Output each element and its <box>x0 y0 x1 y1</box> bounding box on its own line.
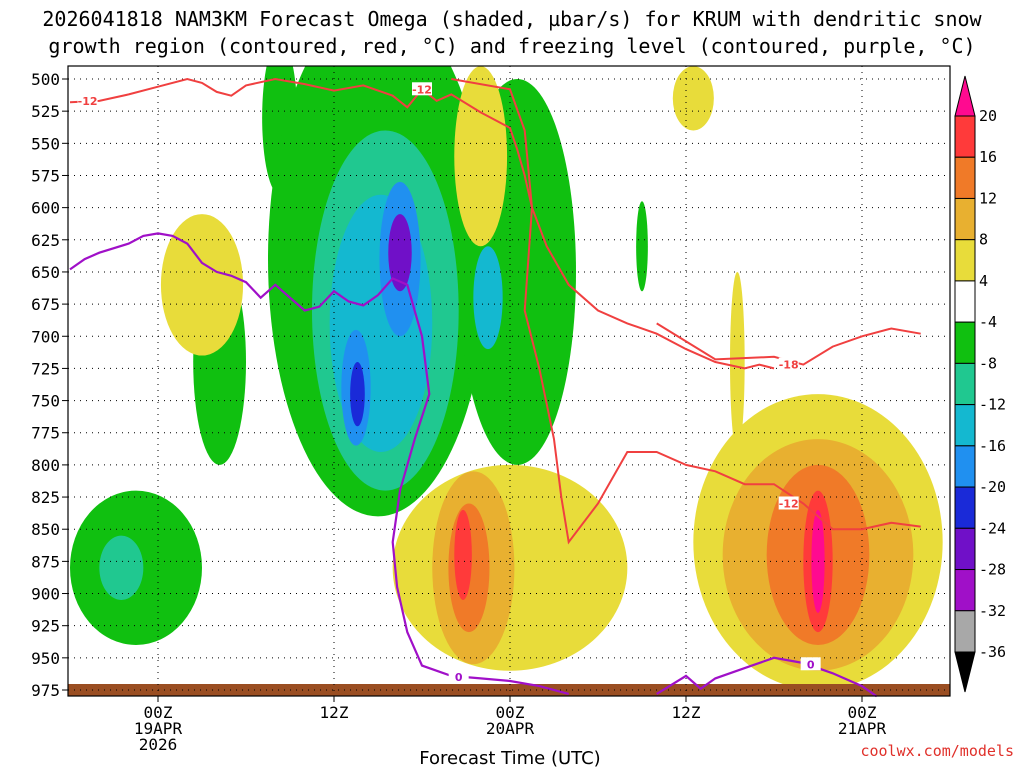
y-tick-label: 575 <box>31 166 60 185</box>
colorbar-label: 12 <box>979 189 997 207</box>
y-tick-label: 750 <box>31 392 60 411</box>
x-tick-label: 19APR <box>134 719 183 738</box>
colorbar-label: -28 <box>979 561 1006 579</box>
label-dgz-minus12-right: -12 <box>779 497 799 510</box>
label-dgz-minus12-left: -12 <box>78 95 98 108</box>
label-dgz-minus12-top-bg <box>412 82 432 96</box>
dgz-minus12-upper-contour <box>69 77 775 370</box>
omega-indigo-core-upper <box>388 214 412 292</box>
label-freezing-0-center-bg <box>448 670 469 684</box>
colorbar-segment <box>954 75 976 117</box>
colorbar-label: -16 <box>979 437 1006 455</box>
terrain-surface <box>68 684 950 696</box>
colorbar-segment <box>954 321 976 364</box>
label-dgz-minus12-right-bg <box>778 496 799 510</box>
colorbar-label: -12 <box>979 396 1006 414</box>
colorbar-label: 20 <box>979 107 997 125</box>
y-tick-label: 925 <box>31 617 60 636</box>
y-tick-label: 500 <box>31 70 60 89</box>
omega-cyan-mid-right <box>473 246 503 350</box>
colorbar-label: 4 <box>979 272 988 290</box>
colorbar-label: -36 <box>979 643 1006 661</box>
colorbar-segment <box>954 156 976 199</box>
x-tick-label: 12Z <box>672 703 701 722</box>
x-tick-label: 00Z <box>848 703 877 722</box>
chart-title-line-1: 2026041818 NAM3KM Forecast Omega (shaded… <box>42 7 982 31</box>
x-axis-title: Forecast Time (UTC) <box>419 748 600 768</box>
freezing-level-contour <box>69 232 569 695</box>
y-tick-label: 650 <box>31 263 60 282</box>
y-tick-label: 625 <box>31 231 60 250</box>
y-tick-label: 975 <box>31 681 60 700</box>
colorbar-segment <box>954 197 976 241</box>
x-tick-label: 00Z <box>496 703 525 722</box>
label-freezing-0-right-bg <box>800 657 821 671</box>
colorbar-segment <box>954 486 976 529</box>
x-tick-label: 20APR <box>486 719 535 738</box>
colorbar-label: -4 <box>979 313 997 331</box>
chart-title-line-2: growth region (contoured, red, °C) and f… <box>48 34 975 58</box>
label-dgz-minus12-top: -12 <box>412 83 432 96</box>
y-tick-label: 875 <box>31 552 60 571</box>
y-tick-label: 675 <box>31 295 60 314</box>
colorbar-segment <box>954 280 976 323</box>
y-tick-label: 700 <box>31 327 60 346</box>
x-tick-label: 00Z <box>144 703 173 722</box>
colorbar-label: 16 <box>979 148 997 166</box>
omega-yellow-top-right <box>672 66 714 131</box>
x-tick-label: 2026 <box>139 735 178 754</box>
colorbar-segment <box>954 651 976 693</box>
label-dgz-minus12-left-bg <box>77 93 98 107</box>
omega-dblue-core-lower <box>350 361 365 427</box>
y-tick-label: 525 <box>31 102 60 121</box>
omega-yellow-right-streak <box>730 271 745 453</box>
omega-red-lower-center <box>454 509 472 600</box>
omega-yellow-upper-left <box>160 214 244 356</box>
omega-green-small-top-right <box>636 201 648 292</box>
colorbar-segment <box>954 445 976 488</box>
colorbar-label: -32 <box>979 602 1006 620</box>
y-tick-label: 800 <box>31 456 60 475</box>
colorbar-label: -8 <box>979 354 997 372</box>
colorbar-segment <box>954 527 976 571</box>
dgz-minus12-lower-contour <box>451 78 921 545</box>
colorbar-segment <box>954 569 976 612</box>
plot-frame <box>67 65 951 697</box>
x-tick-label: 12Z <box>320 703 349 722</box>
label-dgz-minus18-bg <box>778 357 799 371</box>
label-dgz-minus18: -18 <box>779 359 799 372</box>
y-tick-label: 550 <box>31 134 60 153</box>
colorbar-label: 8 <box>979 231 988 249</box>
contour-lines: -12 -12 -18 -12 0 0 <box>69 77 921 698</box>
y-tick-label: 950 <box>31 649 60 668</box>
y-tick-label: 600 <box>31 199 60 218</box>
y-tick-label: 900 <box>31 585 60 604</box>
colorbar-segment <box>954 362 976 406</box>
colorbar-segment <box>954 404 976 447</box>
colorbar-segment <box>954 239 976 282</box>
freezing-level-contour-right <box>656 656 878 698</box>
y-tick-label: 825 <box>31 488 60 507</box>
source-credit: coolwx.com/models <box>860 742 1014 760</box>
label-freezing-0-right: 0 <box>807 658 815 671</box>
omega-teal-lower-left <box>99 535 144 600</box>
x-tick-label: 21APR <box>838 719 887 738</box>
y-tick-label: 850 <box>31 520 60 539</box>
y-axis-pressure: 500 525 550 575 600 625 650 675 700 725 750 775 800 8… <box>31 70 68 700</box>
dgz-minus18-contour <box>656 322 921 366</box>
omega-yellow-top-center <box>454 66 508 247</box>
y-tick-label: 775 <box>31 424 60 443</box>
label-freezing-0-center: 0 <box>455 671 463 684</box>
omega-colorbar: 20 16 12 8 4 -4 -8 -12 -16 -20 -24 -28 -32 -36 <box>954 75 1006 693</box>
colorbar-segment <box>954 610 976 653</box>
y-tick-label: 725 <box>31 359 60 378</box>
colorbar-segment <box>954 115 976 158</box>
omega-shaded-field <box>68 66 950 696</box>
colorbar-label: -24 <box>979 519 1006 537</box>
colorbar-label: -20 <box>979 478 1006 496</box>
